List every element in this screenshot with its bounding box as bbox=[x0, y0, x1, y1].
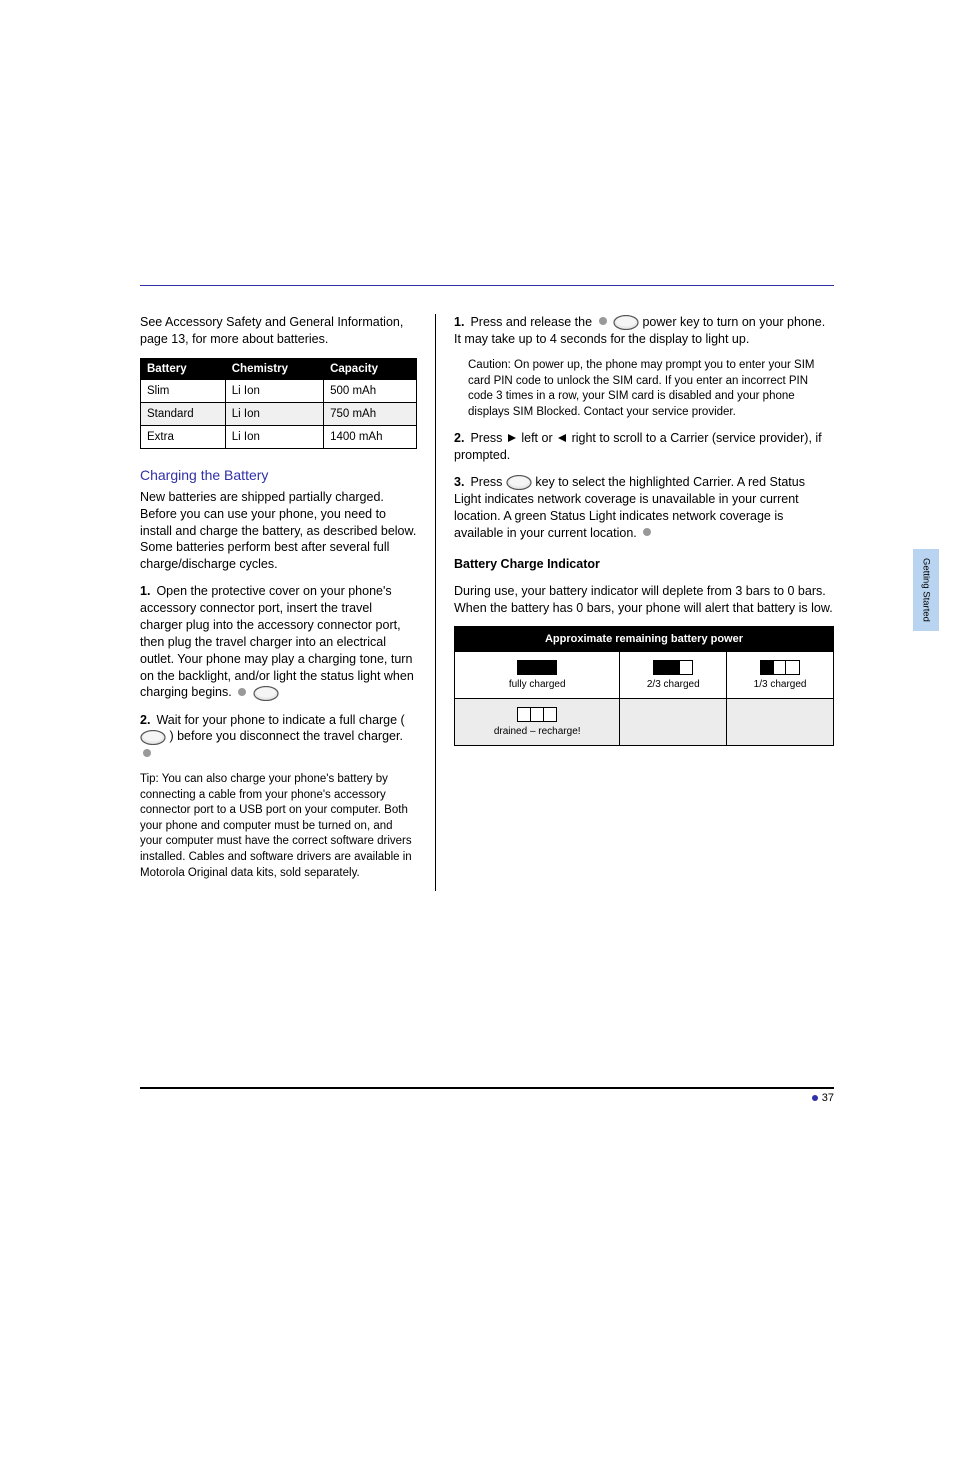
footer-rule bbox=[140, 1087, 834, 1089]
list-item: 2.Wait for your phone to indicate a full… bbox=[140, 712, 417, 763]
table-cell: Li Ion bbox=[225, 402, 323, 425]
table-cell: Li Ion bbox=[225, 425, 323, 448]
indic-cell: 2/3 charged bbox=[620, 652, 727, 699]
right-steps: 1.Press and release the power key to tur… bbox=[454, 314, 834, 542]
indic-header: Approximate remaining battery power bbox=[455, 627, 834, 652]
battery-level-icon bbox=[760, 660, 800, 675]
indic-cell: drained – recharge! bbox=[455, 699, 620, 746]
dot-icon bbox=[142, 748, 152, 758]
side-tab: Getting Started bbox=[913, 549, 939, 631]
indic-cell: fully charged bbox=[455, 652, 620, 699]
col-chem: Chemistry bbox=[225, 358, 323, 379]
battery-ind-text: During use, your battery indicator will … bbox=[454, 583, 834, 617]
indicator-table: Approximate remaining battery power full… bbox=[454, 626, 834, 746]
right-column: Getting Started 1.Press and release the … bbox=[435, 314, 834, 891]
footer: 37 bbox=[140, 1092, 834, 1104]
indic-cell-empty bbox=[727, 699, 834, 746]
table-cell: Standard bbox=[141, 402, 226, 425]
caution-note: Caution: On power up, the phone may prom… bbox=[468, 358, 834, 420]
oval-button-icon bbox=[613, 315, 639, 330]
table-cell: 1400 mAh bbox=[324, 425, 417, 448]
oval-button-icon bbox=[140, 730, 166, 745]
list-item: 3.Press key to select the highlighted Ca… bbox=[454, 474, 834, 542]
oval-button-icon bbox=[506, 475, 532, 490]
section-charging: Charging the Battery bbox=[140, 467, 417, 483]
left-column: See Accessory Safety and General Informa… bbox=[140, 314, 435, 891]
dot-icon bbox=[598, 316, 608, 326]
col-battery: Battery bbox=[141, 358, 226, 379]
dot-icon bbox=[237, 687, 247, 697]
list-item: 1.Press and release the power key to tur… bbox=[454, 314, 834, 348]
page-number: 37 bbox=[812, 1092, 834, 1104]
battery-level-icon bbox=[517, 660, 557, 675]
table-cell: Slim bbox=[141, 379, 226, 402]
header-rule bbox=[140, 285, 834, 286]
side-tab-label: Getting Started bbox=[921, 558, 932, 622]
triangle-left-icon bbox=[558, 434, 566, 442]
table-cell: Extra bbox=[141, 425, 226, 448]
table-cell: 750 mAh bbox=[324, 402, 417, 425]
battery-level-icon bbox=[653, 660, 693, 675]
tip-text: Tip: You can also charge your phone's ba… bbox=[140, 772, 417, 881]
page-dot-icon bbox=[812, 1095, 818, 1101]
battery-ind-title: Battery Charge Indicator bbox=[454, 556, 834, 573]
page-num-text: 37 bbox=[822, 1092, 834, 1104]
charging-intro: New batteries are shipped partially char… bbox=[140, 489, 417, 573]
oval-button-icon bbox=[253, 686, 279, 701]
battery-table: Battery Chemistry Capacity SlimLi Ion500… bbox=[140, 358, 417, 449]
list-item: 2.Press left or right to scroll to a Car… bbox=[454, 430, 834, 464]
table-cell: Li Ion bbox=[225, 379, 323, 402]
battery-level-icon bbox=[517, 707, 557, 722]
dot-icon bbox=[642, 527, 652, 537]
left-steps: 1.Open the protective cover on your phon… bbox=[140, 583, 417, 762]
list-item: 1.Open the protective cover on your phon… bbox=[140, 583, 417, 701]
indic-cell: 1/3 charged bbox=[727, 652, 834, 699]
left-intro: See Accessory Safety and General Informa… bbox=[140, 314, 417, 348]
triangle-right-icon bbox=[508, 434, 516, 442]
col-cap: Capacity bbox=[324, 358, 417, 379]
table-cell: 500 mAh bbox=[324, 379, 417, 402]
indic-cell-empty bbox=[620, 699, 727, 746]
